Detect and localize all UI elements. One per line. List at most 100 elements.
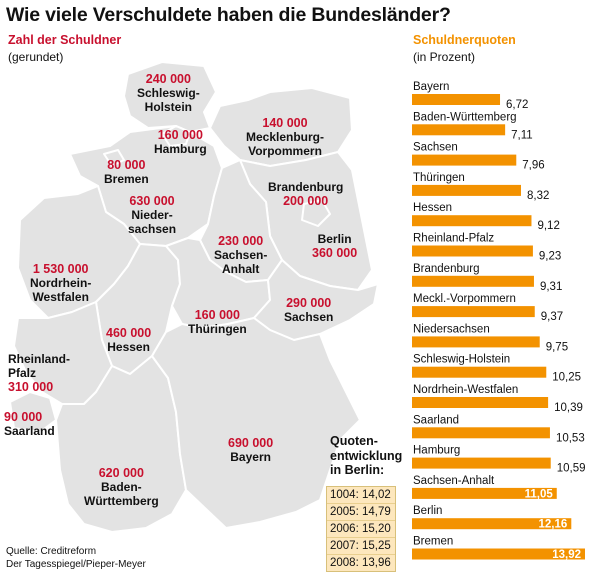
state-label-brandenburg: Brandenburg 200 000 — [268, 180, 343, 208]
bar-value-label: 6,72 — [506, 99, 528, 111]
bar-category-label: Bremen — [413, 536, 453, 548]
germany-map — [9, 61, 379, 533]
state-value: 80 000 — [107, 158, 146, 172]
state-name: Baden- Württemberg — [84, 480, 159, 508]
state-value: 200 000 — [283, 194, 329, 208]
map-subtitle: (gerundet) — [8, 50, 64, 64]
inset-row: 1004: 14,02 — [327, 487, 395, 504]
map-region-bremen — [103, 149, 125, 167]
state-value: 1 530 000 — [32, 262, 89, 276]
bar — [412, 366, 547, 378]
bar — [412, 397, 549, 408]
state-value: 620 000 — [98, 466, 144, 480]
inset-row: 2007: 15,25 — [327, 538, 395, 555]
map-region-hamburg — [161, 125, 191, 147]
state-value: 230 000 — [218, 234, 264, 248]
state-value: 160 000 — [157, 128, 203, 142]
bar-value-label: 9,12 — [537, 220, 559, 232]
bar-category-label: Meckl.-Vorpommern — [413, 293, 516, 305]
state-name: Hamburg — [154, 142, 207, 156]
state-value: 140 000 — [262, 116, 308, 130]
state-label-niedersachsen: 630 000 Nieder- sachsen — [128, 194, 176, 236]
bar — [412, 487, 557, 499]
state-name: Bremen — [104, 172, 149, 186]
bar — [412, 245, 533, 257]
bar-category-label: Saarland — [413, 414, 459, 426]
bar — [412, 184, 521, 196]
state-value: 90 000 — [4, 410, 43, 424]
bar-value-label: 10,53 — [556, 432, 585, 444]
state-name: Sachsen — [284, 310, 334, 324]
state-value: 690 000 — [228, 436, 274, 450]
state-name: Thüringen — [188, 322, 247, 336]
state-label-rheinland-pfalz: Rheinland- Pfalz 310 000 — [8, 352, 70, 394]
bar-category-label: Hessen — [413, 202, 452, 214]
bar — [412, 124, 506, 136]
bar-category-label: Thüringen — [413, 172, 465, 184]
bar-category-label: Sachsen — [413, 142, 458, 154]
inset-row: 2006: 15,20 — [327, 521, 395, 538]
state-value: 360 000 — [312, 246, 358, 260]
map-region-bayern — [151, 317, 361, 529]
bar-value-label: 7,96 — [522, 160, 544, 172]
state-name: Mecklenburg- Vorpommern — [246, 130, 325, 158]
source-note: Quelle: Creditreform Der Tagesspiegel/Pi… — [6, 545, 146, 571]
state-value: 160 000 — [194, 308, 240, 322]
state-value: 290 000 — [286, 296, 332, 310]
inset-row: 2008: 13,96 — [330, 557, 391, 569]
bar-chart-subtitle: (in Prozent) — [413, 50, 476, 64]
source-line: Quelle: Creditreform — [6, 546, 97, 557]
bar-value-label: 9,37 — [541, 311, 563, 323]
bar-chart-title: Schuldnerquoten — [413, 33, 516, 47]
state-value: 310 000 — [8, 380, 54, 394]
state-label-thueringen: 160 000 Thüringen — [188, 308, 247, 336]
inset-title: Quoten- entwicklung in Berlin: — [330, 434, 403, 477]
bar-category-label: Schleswig-Holstein — [413, 354, 510, 366]
bar — [412, 306, 535, 318]
bar-category-label: Bayern — [413, 81, 449, 93]
bar-value-label: 10,59 — [557, 463, 586, 475]
state-name: Saarland — [4, 424, 55, 438]
bar-value-label: 8,32 — [527, 190, 549, 202]
state-name: Rheinland- Pfalz — [8, 352, 70, 380]
bar — [412, 518, 572, 530]
inset-row: 2005: 14,79 — [327, 504, 395, 521]
bar — [412, 215, 532, 227]
bar-value-label: 9,75 — [546, 341, 568, 353]
bar-value-label: 7,11 — [511, 129, 533, 141]
state-label-mecklenburg-vorpommern: 140 000 Mecklenburg- Vorpommern — [246, 116, 324, 158]
bar-value-label: 9,23 — [539, 251, 561, 263]
bar-category-label: Sachsen-Anhalt — [413, 475, 495, 487]
bar-category-label: Baden-Württemberg — [413, 111, 517, 123]
bar-value-label: 9,31 — [540, 281, 562, 293]
state-label-sachsen-anhalt: 230 000 Sachsen- Anhalt — [214, 234, 267, 276]
state-value: 460 000 — [106, 326, 152, 340]
bar-category-label: Hamburg — [413, 445, 460, 457]
bar-category-label: Brandenburg — [413, 263, 480, 275]
bar-category-label: Nordrhein-Westfalen — [413, 384, 518, 396]
bar-category-label: Rheinland-Pfalz — [413, 233, 494, 245]
state-label-sachsen: 290 000 Sachsen — [284, 296, 333, 324]
bar-value-label: 12,16 — [539, 519, 568, 531]
state-label-hessen: 460 000 Hessen — [106, 326, 151, 354]
bar — [412, 427, 550, 439]
bar-value-label: 13,92 — [552, 549, 581, 561]
state-label-bremen: 80 000 Bremen — [104, 158, 149, 186]
bar — [412, 154, 517, 166]
state-label-schleswig-holstein: 240 000 Schleswig- Holstein — [137, 72, 200, 114]
state-value: 240 000 — [145, 72, 191, 86]
state-name: Nieder- sachsen — [128, 208, 177, 236]
source-line: Der Tagesspiegel/Pieper-Meyer — [6, 559, 146, 570]
bar — [412, 275, 534, 287]
bar — [412, 457, 551, 469]
bar — [412, 94, 501, 105]
bar-value-label: 10,39 — [554, 402, 583, 414]
state-name: Schleswig- Holstein — [137, 86, 200, 114]
map-title: Zahl der Schuldner — [8, 33, 122, 47]
state-name: Nordrhein- Westfalen — [30, 276, 92, 304]
bar — [412, 548, 585, 560]
state-name: Sachsen- Anhalt — [214, 248, 268, 276]
bar — [412, 336, 540, 348]
state-name: Berlin — [317, 232, 352, 246]
state-name: Brandenburg — [268, 180, 344, 194]
